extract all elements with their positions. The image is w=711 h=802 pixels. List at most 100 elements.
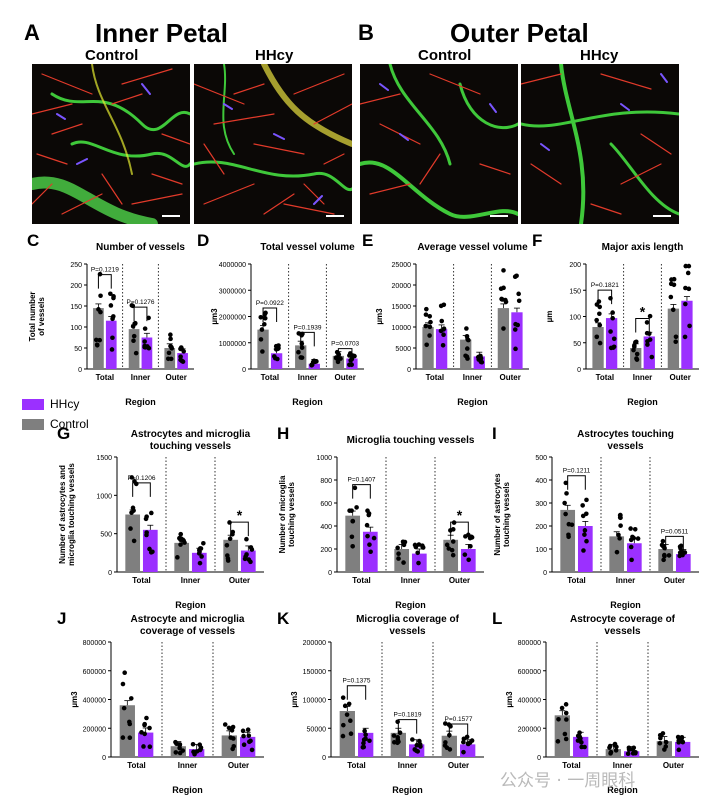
bar — [605, 318, 618, 369]
data-point — [668, 294, 674, 300]
p-value-label: P=0.0703 — [331, 341, 359, 348]
data-point — [671, 282, 677, 288]
bar — [105, 320, 117, 369]
x-axis-label: Region — [392, 785, 423, 795]
significance-bracket — [346, 685, 367, 700]
y-tick-label: 15000 — [392, 304, 412, 311]
data-point — [111, 314, 116, 319]
bar — [435, 329, 448, 369]
data-point — [192, 751, 197, 757]
data-point — [177, 535, 182, 541]
y-axis-label: Number of astrocytes — [493, 473, 502, 556]
data-point — [146, 315, 151, 321]
data-point — [582, 744, 587, 750]
y-tick-label: 600000 — [518, 669, 541, 676]
chart-letter: C — [27, 231, 39, 250]
data-point — [108, 291, 113, 297]
data-point — [618, 523, 623, 528]
y-tick-label: 400000 — [83, 698, 106, 705]
data-point — [225, 553, 230, 558]
data-point — [675, 734, 681, 740]
data-point — [296, 349, 301, 355]
data-point — [133, 350, 139, 356]
data-point — [340, 695, 346, 700]
data-point — [367, 542, 372, 547]
bar — [422, 327, 434, 369]
legend-control: Control — [22, 417, 89, 431]
data-point — [663, 739, 669, 745]
data-point — [363, 732, 368, 738]
data-point — [94, 342, 100, 348]
data-point — [498, 286, 504, 291]
p-value-label: P=0.1276 — [126, 299, 154, 306]
data-point — [299, 341, 305, 346]
data-point — [199, 554, 204, 559]
chart-e: E Average vessel volume 0 5000 10000 15000 200… — [362, 231, 529, 407]
data-point — [130, 324, 136, 329]
y-tick-label: 500 — [535, 455, 547, 462]
data-point — [442, 743, 448, 748]
y-tick-label: 200 — [569, 262, 581, 269]
data-point — [340, 733, 346, 739]
significance-bracket — [597, 289, 613, 305]
data-point — [628, 544, 634, 550]
y-tick-label: 0 — [102, 755, 106, 762]
data-point — [416, 560, 421, 566]
data-point — [222, 722, 228, 727]
bar — [605, 749, 621, 757]
data-point — [427, 313, 433, 319]
data-point — [423, 312, 429, 317]
legend-hhcy-label: HHcy — [50, 397, 80, 411]
data-point — [362, 728, 367, 734]
data-point — [296, 331, 302, 336]
data-point — [410, 737, 415, 742]
data-point — [679, 734, 685, 740]
x-tick-label: Outer — [663, 761, 684, 770]
data-point — [441, 326, 447, 331]
y-tick-label: 5000 — [395, 346, 411, 353]
significance-bracket — [635, 318, 650, 333]
data-point — [224, 542, 230, 548]
data-point — [363, 736, 368, 742]
chart-title: Astrocyte coverage of — [570, 614, 676, 625]
outer-control-micrograph — [360, 64, 518, 224]
y-tick-label: 50 — [573, 341, 581, 348]
data-point — [584, 538, 589, 544]
bar — [643, 336, 655, 369]
data-point — [631, 347, 636, 353]
chart-title: Average vessel volume — [417, 242, 528, 253]
data-point — [555, 739, 561, 744]
data-point — [262, 316, 268, 321]
data-point — [563, 736, 569, 742]
data-point — [139, 730, 144, 735]
data-point — [556, 716, 561, 722]
x-tick-label: Total — [127, 761, 146, 770]
p-value-label: P=0.1375 — [342, 678, 370, 685]
y-tick-label: 800 — [320, 478, 332, 485]
bar — [345, 515, 361, 572]
data-point — [142, 326, 148, 331]
data-point — [396, 556, 401, 561]
bar — [511, 312, 523, 369]
data-point — [475, 354, 481, 360]
significance-star: * — [640, 304, 646, 320]
data-point — [368, 549, 373, 555]
y-tick-label: 4000000 — [219, 262, 246, 269]
data-point — [662, 553, 667, 559]
bar — [128, 329, 140, 369]
bar — [141, 337, 153, 369]
significance-star: * — [457, 507, 463, 523]
data-point — [632, 527, 638, 532]
x-axis-label: Region — [292, 397, 323, 407]
data-point — [634, 356, 639, 361]
data-point — [441, 332, 446, 338]
data-point — [201, 540, 206, 546]
bar — [394, 549, 410, 572]
x-axis-label: Region — [627, 397, 658, 407]
p-value-label: P=0.1219 — [91, 267, 119, 274]
data-point — [147, 546, 152, 552]
data-point — [365, 533, 370, 539]
y-tick-label: 10000 — [392, 325, 412, 332]
data-point — [461, 736, 467, 742]
legend-control-label: Control — [50, 417, 89, 431]
